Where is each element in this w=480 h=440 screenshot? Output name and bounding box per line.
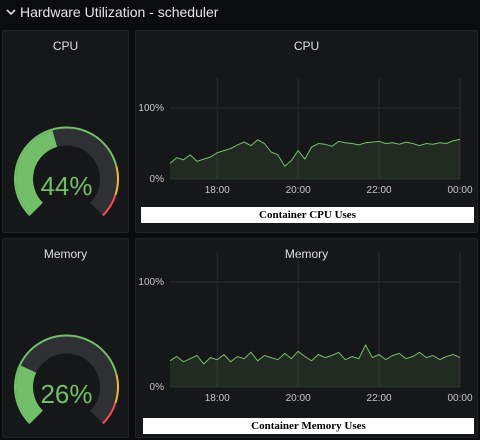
memory-gauge: 26% (14, 334, 119, 425)
panel-title: CPU (52, 39, 79, 53)
y-tick-label: 100% (138, 103, 164, 114)
x-tick-label: 18:00 (205, 185, 230, 196)
row-title: Hardware Utilization - scheduler (20, 4, 219, 20)
x-tick-label: 20:00 (286, 185, 311, 196)
gauge-threshold-ring (113, 373, 119, 404)
memory-chart: 0% 100% 18:00 20:00 22:00 00:00 (138, 252, 473, 404)
cpu-gauge: 44% (14, 126, 119, 217)
x-tick-label: 00:00 (447, 185, 472, 196)
chart-caption: Container Memory Uses (143, 418, 474, 434)
y-tick-label: 100% (138, 277, 164, 288)
y-tick-label: 0% (150, 382, 165, 393)
gauge-value-label: 44% (40, 171, 92, 201)
x-tick-label: 00:00 (447, 393, 472, 404)
series-line (169, 138, 461, 167)
series-line (169, 343, 461, 365)
x-tick-label: 20:00 (286, 393, 311, 404)
gauge-threshold-ring (14, 334, 118, 425)
gauge-value-arc (16, 365, 44, 423)
row-header[interactable]: Hardware Utilization - scheduler (0, 0, 480, 24)
chart-caption: Container CPU Uses (141, 207, 474, 223)
cpu-gauge-panel[interactable]: CPU 44% (2, 30, 129, 233)
series-area (170, 139, 460, 179)
panel-title: Memory (43, 247, 88, 261)
panel-title: Memory (284, 247, 329, 261)
y-tick-label: 0% (150, 174, 165, 185)
gauge-value-arc (16, 130, 58, 215)
gauge-threshold-ring (101, 194, 117, 217)
memory-gauge-panel[interactable]: Memory 26% (2, 238, 129, 438)
gauge-value-label: 26% (40, 379, 92, 409)
chevron-down-icon[interactable] (4, 5, 18, 19)
series-area (170, 345, 460, 387)
panel-title: CPU (293, 39, 320, 53)
cpu-graph-panel[interactable]: CPU 0% 100% 18:00 20:00 22:00 00:00 Container… (135, 30, 478, 233)
cpu-chart: 0% 100% 18:00 20:00 22:00 00:00 (138, 78, 473, 196)
x-tick-label: 18:00 (205, 393, 230, 404)
x-tick-label: 22:00 (367, 185, 392, 196)
x-tick-label: 22:00 (367, 393, 392, 404)
memory-graph-panel[interactable]: Memory 0% 100% 18:00 20:00 22:00 00:00 Contai… (135, 238, 478, 438)
gauge-threshold-ring (113, 165, 119, 196)
gauge-threshold-ring (101, 402, 117, 425)
gauge-threshold-ring (14, 126, 118, 217)
